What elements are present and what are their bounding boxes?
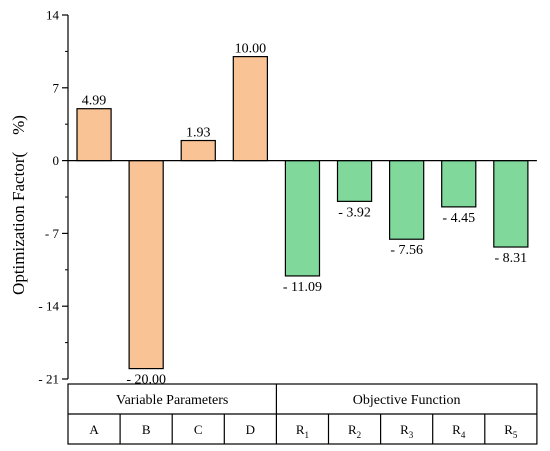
data-label-4: 10.00 xyxy=(235,42,267,57)
bar-7 xyxy=(389,160,425,240)
axes-layer: 14 7 0 - 7 - 14 - 21 xyxy=(38,8,537,387)
category-label-7: R3 xyxy=(400,422,414,440)
category-table: Variable Parameters Objective Function A B C… xyxy=(67,383,538,445)
y-tick-label: - 21 xyxy=(38,372,59,387)
data-label-9: - 8.31 xyxy=(495,251,528,266)
data-label-3: 1.93 xyxy=(186,126,211,141)
data-label-2: - 20.00 xyxy=(126,373,166,388)
data-label-8: - 4.45 xyxy=(442,211,475,226)
bar-8 xyxy=(441,160,477,208)
category-label-3: C xyxy=(194,422,203,437)
bar-4 xyxy=(232,55,269,162)
category-label-1: A xyxy=(89,422,99,437)
bar-9 xyxy=(493,160,529,248)
bar-2 xyxy=(128,160,164,370)
y-tick-label: - 7 xyxy=(45,226,60,241)
bar-6 xyxy=(336,160,373,202)
category-label-2: B xyxy=(142,422,151,437)
category-label-4: D xyxy=(246,422,255,437)
y-tick-label: 7 xyxy=(53,80,60,95)
data-label-5: - 11.09 xyxy=(283,280,322,295)
bar-3 xyxy=(180,139,216,162)
category-label-5: R1 xyxy=(296,422,309,440)
bars-layer xyxy=(76,55,529,370)
y-tick-label: 0 xyxy=(53,153,60,168)
y-tick-label: 14 xyxy=(46,8,60,23)
data-label-7: - 7.56 xyxy=(390,243,423,258)
category-label-6: R2 xyxy=(348,422,361,440)
category-label-9: R5 xyxy=(504,422,518,440)
group-label-1: Variable Parameters xyxy=(116,393,228,408)
data-label-6: - 3.92 xyxy=(338,205,371,220)
bar-1 xyxy=(76,108,112,162)
bar-5 xyxy=(284,160,321,277)
y-tick-label: - 14 xyxy=(38,299,59,314)
y-axis-label: Optimization Factor( %) xyxy=(9,115,28,295)
data-label-1: 4.99 xyxy=(82,94,107,109)
group-label-2: Objective Function xyxy=(353,393,461,408)
category-label-8: R4 xyxy=(452,422,466,440)
